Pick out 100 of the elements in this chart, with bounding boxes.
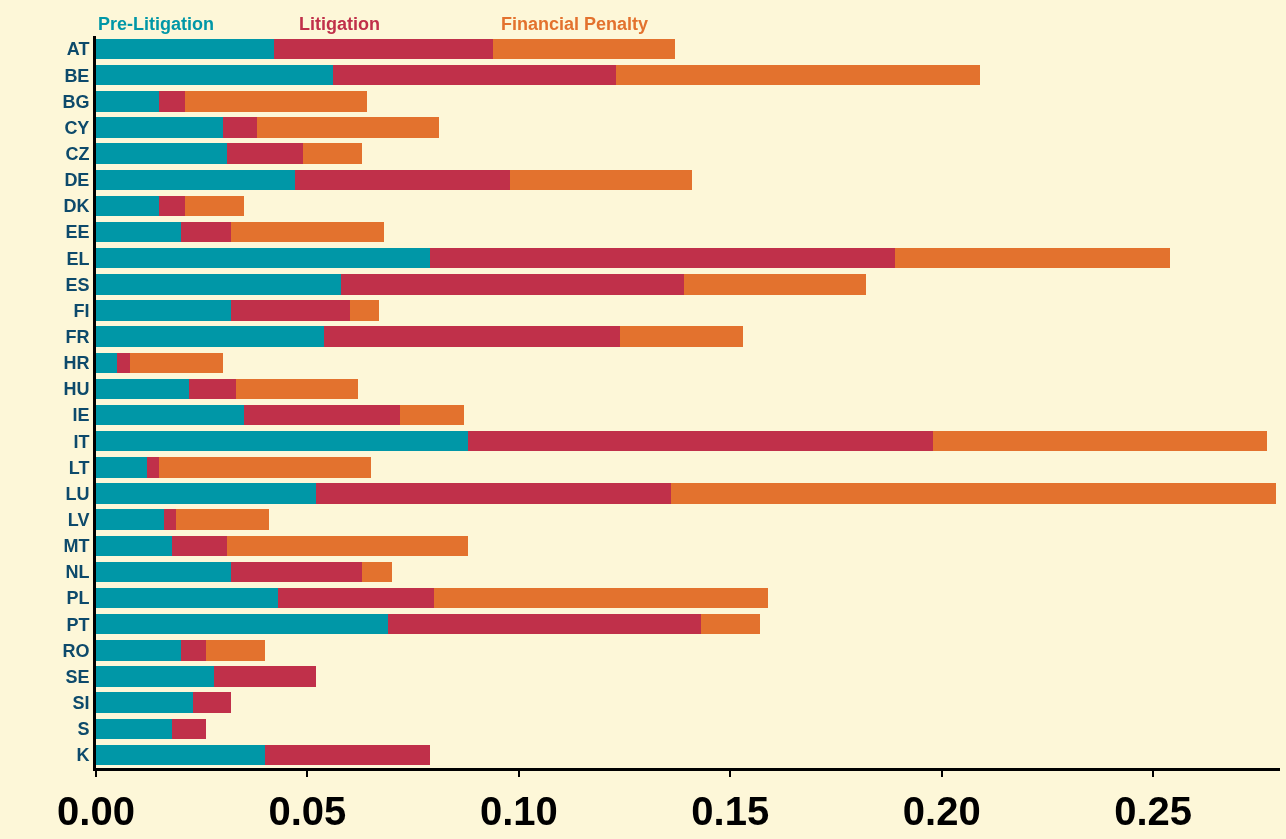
- bar: [400, 404, 464, 426]
- bar: [96, 91, 160, 112]
- bar: [96, 378, 190, 400]
- x-tick-label: 0.10: [479, 789, 558, 833]
- bar: [96, 300, 232, 321]
- y-tick-label: BG: [62, 91, 90, 112]
- bar: [193, 692, 232, 713]
- bar: [430, 248, 896, 269]
- y-tick-label: CZ: [65, 143, 90, 164]
- bar: [96, 169, 295, 190]
- bar: [616, 65, 980, 86]
- bar: [96, 117, 223, 138]
- bar: [96, 561, 232, 583]
- bar: [294, 169, 511, 190]
- bar: [159, 457, 371, 478]
- bar: [933, 431, 1268, 452]
- bar: [895, 248, 1171, 269]
- x-tick-label: 0.00: [57, 789, 135, 833]
- bar: [180, 640, 206, 661]
- bar: [96, 509, 164, 530]
- bar: [96, 457, 147, 478]
- bar: [180, 221, 232, 243]
- x-tick-label: 0.05: [268, 789, 347, 833]
- y-tick-label: BE: [64, 65, 90, 86]
- bar: [256, 117, 439, 138]
- bar: [96, 640, 181, 661]
- y-tick-label: DE: [64, 170, 90, 191]
- y-tick-label: EE: [65, 222, 90, 243]
- bar: [129, 352, 223, 373]
- bar: [96, 248, 431, 269]
- bar: [315, 483, 672, 504]
- y-tick-label: HR: [63, 353, 90, 374]
- y-tick-label: ES: [65, 274, 90, 295]
- bar: [341, 274, 684, 295]
- y-tick-label: SE: [65, 666, 90, 687]
- y-tick-label: PT: [66, 614, 90, 635]
- bar: [96, 143, 228, 164]
- bar: [214, 666, 316, 687]
- bar: [184, 91, 367, 112]
- bar: [303, 143, 363, 164]
- y-tick-label: K: [76, 745, 90, 766]
- bar: [159, 91, 185, 112]
- bar: [387, 614, 701, 635]
- bar: [96, 666, 215, 687]
- bar: [231, 300, 350, 321]
- y-tick-label: S: [77, 719, 90, 740]
- y-tick-label: LT: [68, 457, 90, 478]
- y-tick-label: HU: [63, 379, 90, 400]
- bar: [117, 352, 130, 373]
- bar: [683, 274, 866, 295]
- y-tick-label: FR: [65, 326, 90, 347]
- y-tick-label: DK: [63, 196, 90, 217]
- bar: [172, 535, 228, 556]
- y-tick-label: NL: [65, 562, 90, 583]
- y-tick-label: RO: [62, 640, 90, 661]
- bar: [265, 744, 431, 766]
- bar: [493, 38, 676, 60]
- bar: [96, 65, 333, 86]
- bar: [510, 169, 693, 190]
- x-tick-label: 0.25: [1114, 789, 1193, 833]
- bar: [227, 535, 469, 556]
- y-tick-label: MT: [63, 536, 90, 557]
- bar: [96, 221, 181, 243]
- bar: [231, 221, 384, 243]
- y-tick-label: CY: [64, 117, 90, 138]
- bar: [227, 143, 304, 164]
- y-tick-label: IT: [73, 431, 90, 452]
- bar: [349, 300, 380, 321]
- bar: [96, 38, 274, 60]
- bar: [159, 195, 185, 217]
- bar: [362, 561, 392, 583]
- series-label: Litigation: [299, 14, 380, 34]
- bar: [163, 509, 177, 530]
- bar: [96, 483, 316, 504]
- series-label: Pre-Litigation: [98, 14, 214, 34]
- bar: [96, 274, 342, 295]
- bar: [96, 744, 266, 766]
- bar: [96, 535, 173, 556]
- y-tick-label: EL: [66, 248, 90, 269]
- bar: [96, 692, 194, 713]
- bar: [671, 483, 1276, 504]
- bar: [96, 614, 388, 635]
- bar: [184, 195, 244, 217]
- bar: [176, 509, 270, 530]
- bar: [620, 326, 743, 347]
- y-tick-label: AT: [66, 39, 90, 60]
- bar: [96, 404, 244, 426]
- bar: [96, 718, 173, 739]
- bar: [434, 587, 769, 609]
- bar: [172, 718, 206, 739]
- bar: [244, 404, 401, 426]
- bar: [277, 587, 435, 609]
- bar: [468, 431, 934, 452]
- bar: [235, 378, 359, 400]
- bar: [324, 326, 621, 347]
- bar: [332, 65, 617, 86]
- x-tick-label: 0.15: [691, 789, 770, 833]
- bar: [222, 117, 257, 138]
- bar: [96, 195, 160, 217]
- x-tick-label: 0.20: [902, 789, 981, 833]
